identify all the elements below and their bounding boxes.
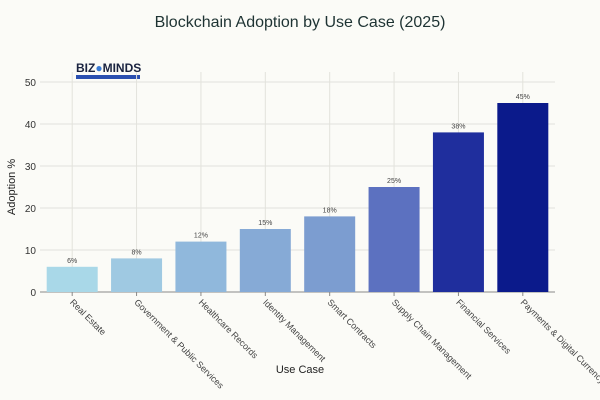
logo: BIZ●MINDS [76,61,141,79]
x-tick-label: Healthcare Records [197,297,261,361]
bar [304,216,356,292]
y-axis-label: Adoption % [6,159,18,215]
chart-title: Blockchain Adoption by Use Case (2025) [155,14,446,31]
y-tick-label: 10 [25,246,37,257]
data-label: 8% [132,249,142,256]
data-label: 25% [387,178,401,185]
data-label: 45% [516,94,530,101]
bar [239,229,291,292]
data-label: 15% [258,220,272,227]
y-tick-label: 20 [25,204,37,215]
bar [111,258,163,292]
y-tick-label: 0 [30,288,36,299]
logo-text: BIZ●MINDS [76,61,141,75]
data-label: 38% [451,123,465,130]
x-tick-label: Payments & Digital Currency [519,297,600,386]
y-tick-label: 50 [25,78,37,89]
logo-tagline-bar [76,75,140,79]
x-axis-label: Use Case [276,364,324,376]
bar [46,266,98,292]
y-tick-label: 40 [25,120,37,131]
data-label: 12% [194,233,208,240]
x-tick-label: Identity Management [261,297,328,364]
bar [497,103,549,292]
bar [432,132,484,292]
x-tick-label: Smart Contracts [325,297,378,350]
data-label: 6% [67,258,77,265]
x-tick-label: Real Estate [68,297,108,337]
bar [175,241,227,292]
data-label: 18% [323,207,337,214]
x-tick-label: Financial Services [454,297,513,356]
y-tick-label: 30 [25,162,37,173]
bar [368,187,420,292]
